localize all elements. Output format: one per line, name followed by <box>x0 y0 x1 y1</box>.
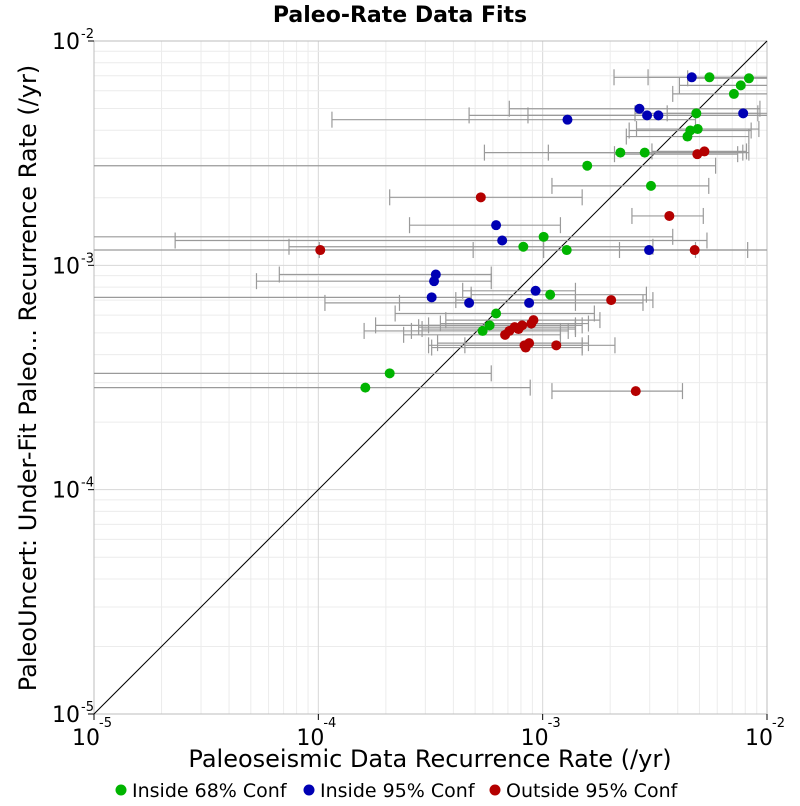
data-point-inside-95 <box>634 103 645 114</box>
data-point-outside-95 <box>630 386 641 397</box>
data-points <box>315 72 754 397</box>
y-tick-exponent: -4 <box>81 476 94 491</box>
x-tick-exponent: -2 <box>772 716 785 731</box>
data-point-inside-68 <box>484 320 495 331</box>
legend-marker-outside-95 <box>489 784 501 796</box>
plot-border <box>93 40 768 715</box>
y-axis-ticks: 10-510-410-310-2 <box>52 27 94 728</box>
data-point-outside-95 <box>689 245 700 256</box>
error-bars <box>94 69 767 400</box>
legend-marker-inside-95 <box>303 784 315 796</box>
y-tick-label: 10 <box>52 254 80 279</box>
data-point-inside-68 <box>743 73 754 84</box>
data-point-inside-68 <box>538 231 549 242</box>
data-point-inside-95 <box>426 292 437 303</box>
data-point-inside-95 <box>686 72 697 83</box>
data-point-outside-95 <box>500 329 511 340</box>
legend: Inside 68% Conf Inside 95% Conf Outside … <box>115 780 679 802</box>
data-point-inside-95 <box>464 297 475 308</box>
data-point-inside-68 <box>518 241 529 252</box>
y-tick-exponent: -3 <box>81 251 94 266</box>
data-point-inside-95 <box>497 235 508 246</box>
x-tick-exponent: -3 <box>548 716 561 731</box>
data-point-inside-95 <box>524 297 535 308</box>
x-axis-label: Paleoseismic Data Recurrence Rate (/yr) <box>188 745 671 773</box>
reference-line <box>93 40 768 715</box>
data-point-outside-95 <box>315 245 326 256</box>
data-point-inside-68 <box>728 88 739 99</box>
data-point-outside-95 <box>526 318 537 329</box>
data-point-inside-68 <box>735 80 746 91</box>
y-axis-label: PaleoUncert: Under-Fit Paleo... Recurren… <box>14 65 42 691</box>
data-point-outside-95 <box>551 340 562 351</box>
x-tick-exponent: -5 <box>99 716 112 731</box>
plot-frame <box>93 40 768 715</box>
x-tick-label: 10 <box>745 726 773 751</box>
x-tick-label: 10 <box>72 726 100 751</box>
data-point-inside-95 <box>530 285 541 296</box>
x-tick-label: 10 <box>521 726 549 751</box>
data-point-inside-68 <box>582 160 593 171</box>
data-point-inside-95 <box>429 276 440 287</box>
data-point-inside-95 <box>738 108 749 119</box>
data-point-inside-68 <box>491 308 502 319</box>
data-point-inside-68 <box>682 131 693 142</box>
data-point-inside-68 <box>477 325 488 336</box>
grid <box>93 41 767 715</box>
data-point-inside-95 <box>491 220 502 231</box>
data-point-inside-68 <box>692 124 703 135</box>
data-point-inside-68 <box>545 289 556 300</box>
data-point-inside-95 <box>644 245 655 256</box>
x-tick-label: 10 <box>296 726 324 751</box>
legend-marker-inside-68 <box>115 784 127 796</box>
data-point-inside-68 <box>360 382 371 393</box>
y-tick-exponent: -5 <box>81 700 94 715</box>
data-point-inside-68 <box>704 72 715 83</box>
data-point-outside-95 <box>475 192 486 203</box>
data-point-inside-95 <box>653 110 664 121</box>
y-tick-exponent: -2 <box>81 27 94 42</box>
data-point-inside-95 <box>642 110 653 121</box>
y-tick-label: 10 <box>52 703 80 728</box>
legend-label-outside-95: Outside 95% Conf <box>506 780 679 802</box>
data-point-inside-68 <box>615 147 626 158</box>
legend-label-inside-95: Inside 95% Conf <box>320 780 476 802</box>
chart-title: Paleo-Rate Data Fits <box>273 3 527 28</box>
data-point-inside-68 <box>384 368 395 379</box>
data-point-outside-95 <box>606 295 617 306</box>
data-point-inside-68 <box>639 147 650 158</box>
data-point-inside-68 <box>561 245 572 256</box>
x-tick-exponent: -4 <box>323 716 336 731</box>
reference-line-y-equals-x <box>93 40 768 715</box>
y-tick-label: 10 <box>52 30 80 55</box>
data-point-outside-95 <box>519 340 530 351</box>
legend-label-inside-68: Inside 68% Conf <box>132 780 288 802</box>
data-point-inside-68 <box>691 108 702 119</box>
x-axis-ticks: 10-510-410-310-2 <box>72 714 785 751</box>
data-point-inside-95 <box>562 114 573 125</box>
data-point-inside-68 <box>645 180 656 191</box>
data-point-outside-95 <box>692 149 703 160</box>
data-point-outside-95 <box>664 210 675 221</box>
y-tick-label: 10 <box>52 479 80 504</box>
